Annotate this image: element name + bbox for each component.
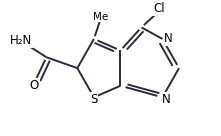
Text: Me: Me (93, 12, 108, 21)
Text: N: N (164, 32, 173, 45)
Text: H₂N: H₂N (10, 34, 32, 47)
Text: S: S (90, 93, 98, 106)
Text: O: O (30, 79, 39, 92)
Text: Cl: Cl (153, 2, 165, 15)
Text: N: N (162, 93, 171, 106)
